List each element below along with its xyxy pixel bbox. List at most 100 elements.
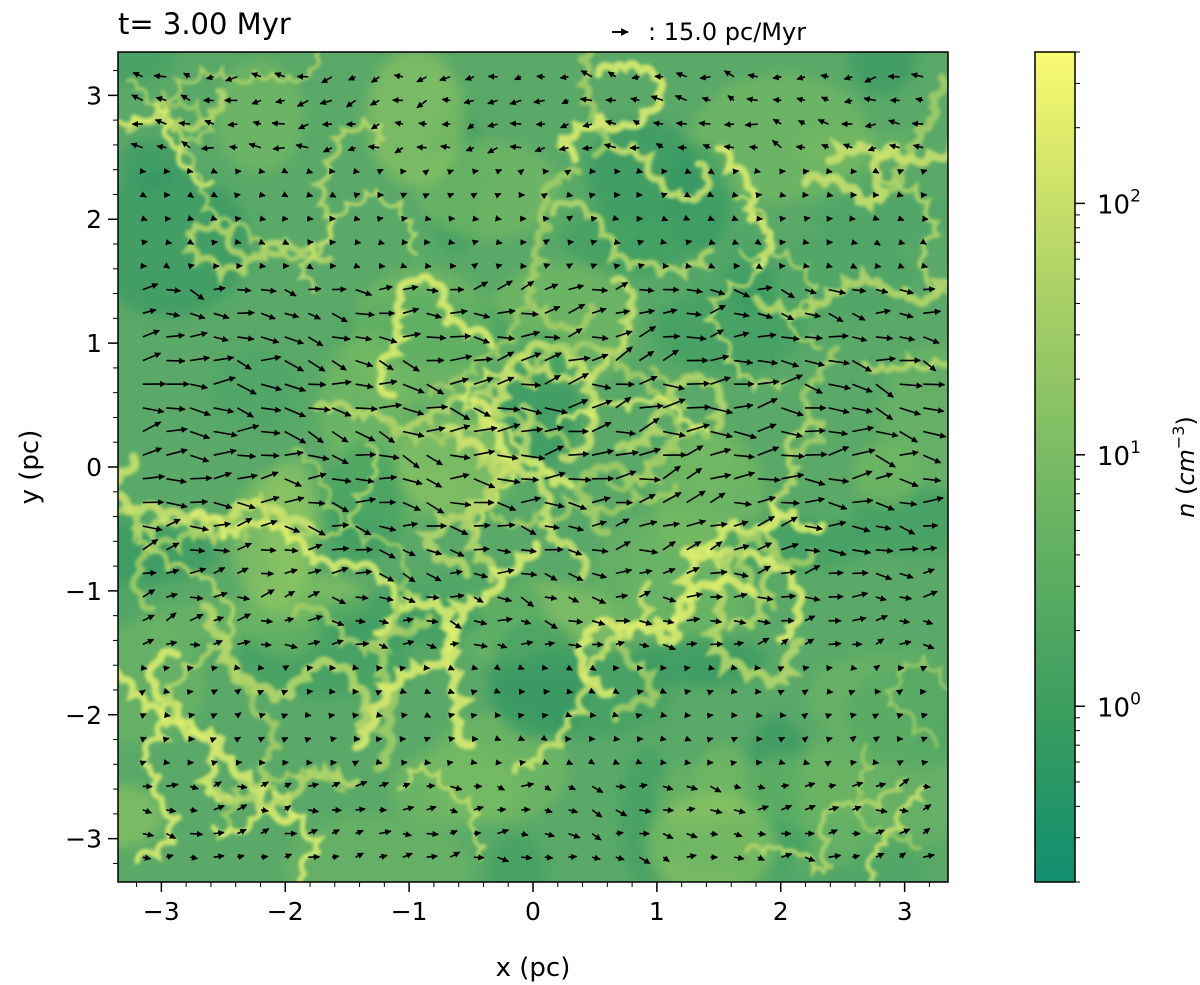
density-filament [607,141,713,204]
velocity-arrow [544,594,558,602]
velocity-arrow [828,593,844,600]
velocity-arrow [237,407,254,418]
velocity-arrow [521,640,534,647]
velocity-arrow [190,475,213,482]
density-filament [376,272,496,399]
velocity-arrow [733,331,750,338]
velocity-arrow [307,430,324,444]
velocity-arrow [355,430,376,442]
velocity-arrow [826,688,834,695]
velocity-arrow [897,262,905,269]
velocity-arrow [804,312,822,319]
velocity-arrow [757,542,773,551]
velocity-arrow [568,372,589,385]
velocity-arrow [473,407,491,418]
velocity-arrow [422,169,430,176]
velocity-arrow [875,807,888,814]
velocity-arrow [493,687,501,694]
velocity-arrow [210,167,218,174]
velocity-arrow [919,238,927,245]
velocity-arrow [400,262,408,269]
velocity-arrow [684,167,692,174]
velocity-arrow [487,73,498,80]
velocity-arrow [331,522,350,529]
velocity-arrow [686,467,703,480]
velocity-arrow [698,120,711,127]
velocity-arrow [875,852,885,859]
velocity-arrow [779,191,787,198]
velocity-arrow [402,478,423,486]
velocity-arrow [898,239,906,246]
velocity-arrow [710,430,733,439]
velocity-arrow [872,214,880,221]
velocity-arrow [635,712,643,720]
velocity-arrow [331,407,352,417]
velocity-arrow [449,407,471,421]
velocity-arrow [284,568,298,575]
velocity-arrow [730,760,738,767]
velocity-arrow [733,500,752,508]
colorbar: 100 101 102 n (cm−3) [1034,51,1200,883]
velocity-arrow [730,688,738,695]
velocity-arrow [402,572,416,583]
velocity-arrow [635,758,643,765]
velocity-arrow [352,664,360,671]
velocity-arrow [781,542,799,551]
velocity-arrow [213,781,222,788]
velocity-arrow [662,398,686,409]
velocity-arrow [227,121,238,128]
density-region [845,665,948,769]
velocity-arrow [591,496,611,504]
velocity-arrow [733,618,747,626]
velocity-arrow [237,803,248,811]
velocity-arrow [662,567,676,575]
velocity-arrow [686,832,698,839]
velocity-arrow [448,736,456,743]
velocity-arrow [733,543,750,551]
velocity-arrow [686,784,699,791]
velocity-arrow [686,806,696,813]
velocity-arrow [804,781,816,789]
velocity-arrow [875,308,891,315]
velocity-arrow [873,239,881,246]
velocity-arrow [233,664,241,671]
velocity-arrow [615,568,633,575]
velocity-arrow [757,619,772,626]
velocity-arrow [825,736,833,743]
velocity-arrow [234,688,242,696]
velocity-arrow [801,689,809,696]
velocity-arrow [872,736,880,743]
velocity-arrow [638,856,651,865]
velocity-arrow [190,641,201,648]
density-filament [368,613,434,773]
velocity-arrow [748,144,758,151]
velocity-arrow [710,521,728,528]
velocity-arrow [732,168,740,175]
velocity-arrow [778,758,786,766]
velocity-arrow [355,780,368,788]
velocity-arrow [450,308,468,315]
velocity-arrow [189,407,211,417]
velocity-arrow [639,568,653,575]
velocity-arrow [284,450,304,457]
velocity-arrow [897,215,905,222]
velocity-arrow [402,549,416,557]
velocity-arrow [163,687,171,695]
density-filament [744,777,908,879]
velocity-arrow [875,614,888,622]
velocity-arrow [402,359,420,372]
velocity-arrow [331,359,347,371]
velocity-arrow [615,330,633,338]
velocity-arrow [139,713,147,720]
velocity-arrow [851,312,866,321]
velocity-arrow [426,549,443,556]
velocity-arrow [521,854,533,861]
velocity-arrow [781,430,803,439]
velocity-arrow [284,782,292,789]
velocity-arrow [450,454,471,461]
velocity-arrow [899,852,907,859]
velocity-arrow [308,381,327,388]
velocity-arrow [804,855,816,862]
density-region [849,486,948,556]
velocity-arrow [473,356,493,363]
